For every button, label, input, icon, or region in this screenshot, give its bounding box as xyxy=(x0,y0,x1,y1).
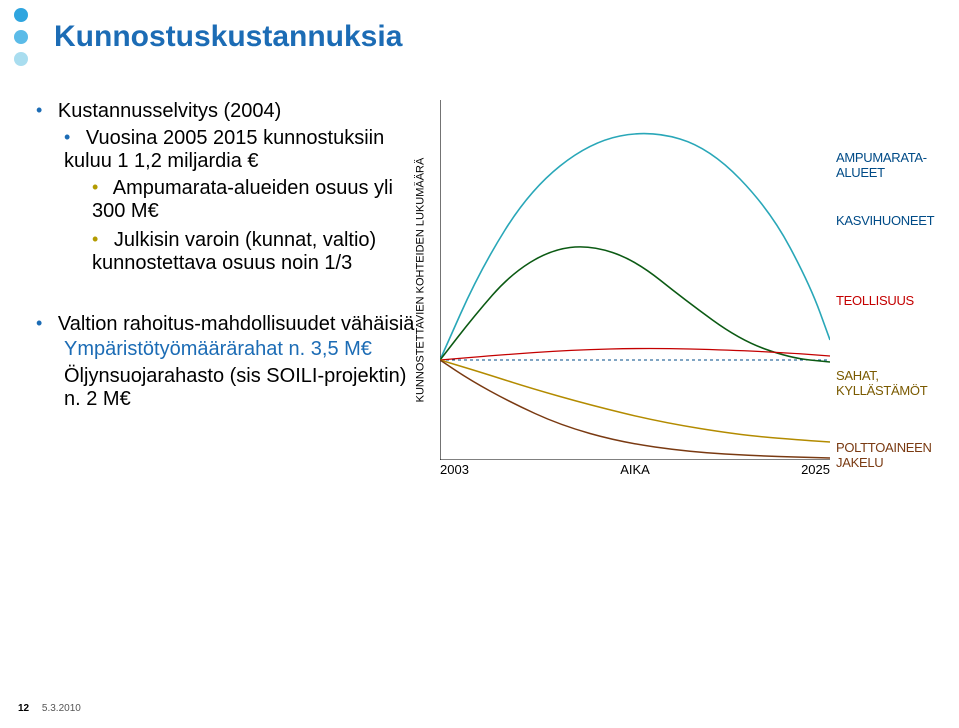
footer: 12 5.3.2010 xyxy=(18,703,81,714)
legend-item: SAHAT, KYLLÄSTÄMÖT xyxy=(836,368,956,398)
legend-item: AMPUMARATA-ALUEET xyxy=(836,150,956,180)
legend-item: POLTTOAINEEN JAKELU xyxy=(836,440,956,470)
bullet-ampumarata-osuus: Ampumarata-alueiden osuus yli 300 M€ xyxy=(92,177,426,223)
y-axis-label: KUNNOSTETTAVIEN KOHTEIDEN LUKUMÄÄRÄ xyxy=(410,100,430,460)
bullet-text: Ympäristötyömäärärahat n. 3,5 M€ xyxy=(64,338,372,360)
bullet-text: Julkisin varoin (kunnat, valtio) kunnost… xyxy=(92,229,376,274)
legend-item: KASVIHUONEET xyxy=(836,213,934,228)
x-tick-start: 2003 xyxy=(440,462,469,477)
chart: KUNNOSTETTAVIEN KOHTEIDEN LUKUMÄÄRÄ 2003… xyxy=(440,100,830,460)
bullet-valtion: Valtion rahoitus-mahdollisuudet vähäisiä… xyxy=(36,313,426,411)
dot-icon xyxy=(14,30,28,44)
y-axis-text: KUNNOSTETTAVIEN KOHTEIDEN LUKUMÄÄRÄ xyxy=(414,158,426,403)
x-tick-end: 2025 xyxy=(801,462,830,477)
decor-dots xyxy=(14,8,28,74)
x-tick-center: AIKA xyxy=(620,462,650,477)
footer-date: 5.3.2010 xyxy=(42,703,81,714)
dot-icon xyxy=(14,8,28,22)
page-number: 12 xyxy=(18,703,29,714)
dot-icon xyxy=(14,52,28,66)
bullet-text: Valtion rahoitus-mahdollisuudet vähäisiä xyxy=(58,313,415,335)
x-axis-ticks: 2003 AIKA 2025 xyxy=(440,462,830,477)
bullet-vuosina: Vuosina 2005 2015 kunnostuksiin kuluu 1 … xyxy=(64,127,426,275)
bullet-list: Kustannusselvitys (2004) Vuosina 2005 20… xyxy=(36,100,426,415)
bullet-ymparisto: Ympäristötyömäärärahat n. 3,5 M€ xyxy=(64,338,426,361)
bullet-text: Kustannusselvitys (2004) xyxy=(58,100,281,122)
bullet-text: Vuosina 2005 2015 kunnostuksiin kuluu 1 … xyxy=(64,127,384,172)
bullet-kustannusselvitys: Kustannusselvitys (2004) Vuosina 2005 20… xyxy=(36,100,426,275)
bullet-oljy: Öljynsuojarahasto (sis SOILI-projektin) … xyxy=(64,365,426,411)
bullet-text: Öljynsuojarahasto (sis SOILI-projektin) … xyxy=(64,365,406,410)
bullet-julkisin: Julkisin varoin (kunnat, valtio) kunnost… xyxy=(92,229,426,275)
page-title: Kunnostuskustannuksia xyxy=(54,20,402,54)
legend-item: TEOLLISUUS xyxy=(836,293,914,308)
chart-svg xyxy=(440,100,830,460)
bullet-text: Ampumarata-alueiden osuus yli 300 M€ xyxy=(92,177,393,222)
slide: Kunnostuskustannuksia Kustannusselvitys … xyxy=(0,0,959,728)
